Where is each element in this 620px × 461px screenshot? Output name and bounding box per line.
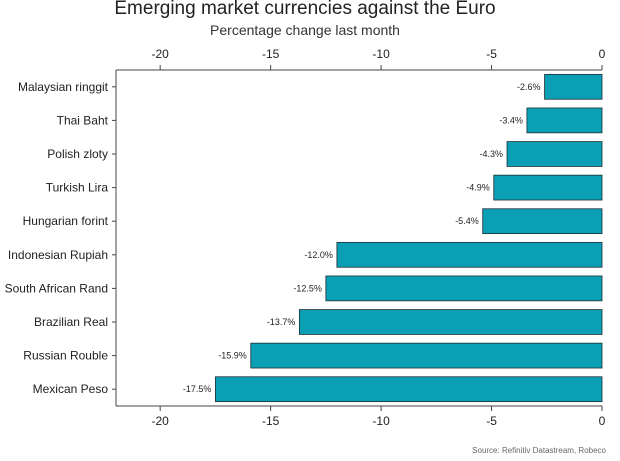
bar	[215, 376, 603, 403]
category-label: Turkish Lira	[46, 181, 109, 195]
bar	[336, 241, 603, 268]
value-label: -12.5%	[293, 283, 322, 293]
category-label: Indonesian Rupiah	[8, 248, 108, 262]
bottom-tick-label: -10	[372, 414, 390, 428]
top-tick-label: -5	[486, 47, 497, 61]
bar	[506, 141, 603, 167]
value-label: -12.0%	[304, 250, 333, 260]
category-label: Brazilian Real	[34, 315, 108, 329]
bottom-tick-label: -5	[486, 414, 497, 428]
top-tick-label: -15	[262, 47, 280, 61]
category-label: South African Rand	[5, 281, 108, 295]
top-tick-label: 0	[599, 47, 606, 61]
top-tick-label: -10	[372, 47, 390, 61]
category-label: Malaysian ringgit	[18, 80, 109, 94]
chart-subtitle: Percentage change last month	[210, 22, 400, 38]
value-label: -4.3%	[479, 149, 503, 159]
value-label: -17.5%	[183, 384, 212, 394]
bar	[298, 309, 603, 335]
value-label: -5.4%	[455, 216, 479, 226]
value-label: -3.4%	[499, 115, 523, 125]
top-tick-label: -20	[152, 47, 170, 61]
value-label: -15.9%	[218, 351, 247, 361]
bar	[482, 208, 603, 235]
category-label: Mexican Peso	[33, 382, 109, 396]
bar	[544, 73, 603, 100]
chart-title: Emerging market currencies against the E…	[114, 0, 496, 19]
value-label: -13.7%	[267, 317, 296, 327]
value-label: -4.9%	[466, 183, 490, 193]
bar	[325, 275, 603, 302]
bar	[493, 174, 603, 201]
plot-area: -20 -20 -15 -15 -10 -10 -5 -5 0 0 Malaysian ringgi…	[5, 47, 606, 428]
source-note: Source: Refinitiv Datastream, Robeco	[472, 446, 606, 455]
category-label: Thai Baht	[57, 113, 109, 127]
category-label: Polish zloty	[47, 147, 108, 161]
value-label: -2.6%	[517, 82, 541, 92]
bar	[250, 342, 603, 369]
category-label: Hungarian forint	[23, 214, 109, 228]
bottom-tick-label: -15	[262, 414, 280, 428]
bar	[526, 107, 603, 134]
bottom-tick-label: 0	[599, 414, 606, 428]
category-label: Russian Rouble	[23, 349, 108, 363]
bottom-tick-label: -20	[152, 414, 170, 428]
